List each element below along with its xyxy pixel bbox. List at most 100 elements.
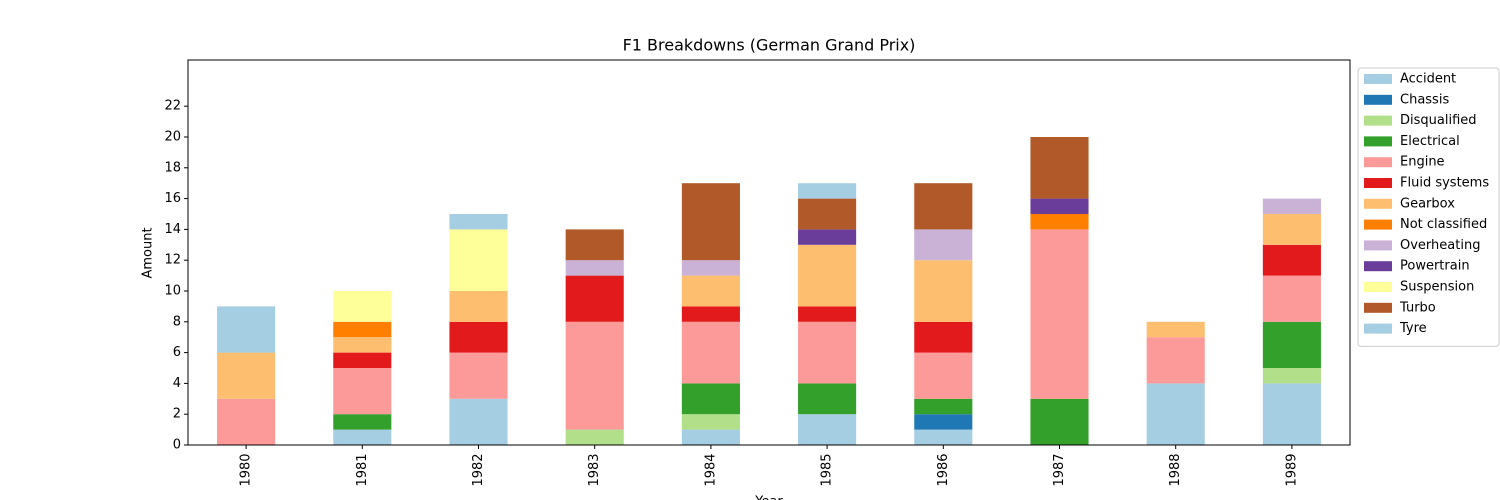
y-tick-label: 8	[173, 314, 181, 329]
bar-segment	[1030, 137, 1089, 199]
bar-segment	[1146, 321, 1205, 338]
legend-swatch	[1364, 94, 1392, 105]
bar-segment	[565, 321, 624, 430]
bar-segment	[681, 429, 740, 445]
bar-segment	[1030, 214, 1089, 230]
bar-segment	[798, 306, 857, 322]
bar-segment	[449, 352, 508, 399]
bar-segment	[1146, 337, 1205, 384]
bar-segment	[798, 198, 857, 230]
bar-segment	[798, 244, 857, 307]
legend-swatch	[1364, 115, 1392, 126]
x-tick-label: 1983	[587, 453, 602, 486]
legend-label: Electrical	[1400, 134, 1460, 149]
bar-segment	[449, 321, 508, 353]
legend-label: Disqualified	[1400, 113, 1477, 128]
bar-segment	[914, 429, 973, 445]
legend-swatch	[1364, 282, 1392, 292]
x-tick-label: 1982	[471, 453, 486, 486]
bar-segment	[449, 229, 508, 291]
bar-segment	[565, 229, 624, 261]
x-tick-label: 1980	[239, 453, 254, 486]
bar-segment	[217, 352, 276, 399]
y-tick-label: 12	[164, 253, 181, 268]
y-tick-label: 14	[164, 222, 181, 237]
bar-segment	[1030, 198, 1089, 214]
legend-label: Tyre	[1399, 321, 1427, 336]
bar-segment	[681, 414, 740, 430]
bar-segment	[333, 368, 392, 415]
x-tick-label: 1985	[820, 453, 835, 486]
y-tick-label: 0	[173, 438, 181, 453]
bar-segment	[798, 383, 857, 415]
bar-segment	[333, 321, 392, 338]
legend-label: Suspension	[1400, 280, 1474, 295]
bar-segment	[1030, 398, 1089, 445]
legend-swatch	[1364, 74, 1392, 84]
bar-segment	[565, 275, 624, 322]
bar-segment	[333, 337, 392, 353]
legend-box	[1357, 67, 1500, 347]
x-tick-label: 1986	[936, 453, 951, 486]
legend-swatch	[1364, 198, 1392, 209]
legend-label: Chassis	[1400, 92, 1449, 107]
legend-swatch	[1364, 261, 1392, 272]
bar-segment	[565, 260, 624, 276]
x-tick-label: 1981	[355, 453, 370, 486]
legend-label: Not classified	[1400, 217, 1487, 232]
bar-segment	[914, 414, 973, 430]
chart-title: F1 Breakdowns (German Grand Prix)	[623, 36, 916, 55]
legend-label: Overheating	[1400, 238, 1480, 253]
legend-swatch	[1364, 302, 1392, 313]
bar-segment	[914, 260, 973, 322]
y-tick-label: 2	[173, 407, 181, 422]
bar-segment	[914, 229, 973, 261]
bar-segment	[1262, 383, 1321, 445]
bar-segment	[681, 275, 740, 307]
legend-label: Turbo	[1399, 300, 1436, 315]
y-tick-label: 16	[164, 191, 181, 206]
legend-swatch	[1364, 323, 1392, 334]
bar-segment	[914, 398, 973, 415]
bar-segment	[798, 229, 857, 245]
legend-swatch	[1364, 157, 1392, 168]
bar-segment	[1262, 321, 1321, 368]
y-tick-label: 10	[164, 284, 181, 299]
y-tick-label: 18	[164, 160, 181, 175]
bar-segment	[798, 321, 857, 384]
bar-segment	[1262, 244, 1321, 276]
y-tick-label: 6	[173, 345, 181, 360]
bar-segment	[1030, 229, 1089, 399]
bar-segment	[681, 306, 740, 322]
x-tick-label: 1988	[1168, 453, 1183, 486]
y-axis-label: Amount	[141, 227, 156, 278]
bar-segment	[681, 183, 740, 261]
bar-segment	[914, 183, 973, 230]
bar-segment	[1262, 198, 1321, 214]
bar-segment	[565, 429, 624, 445]
bar-segment	[681, 383, 740, 415]
legend-swatch	[1364, 178, 1392, 188]
bar-segment	[798, 414, 857, 445]
bar-segment	[217, 306, 276, 353]
legend-swatch	[1364, 240, 1392, 251]
bar-segment	[333, 291, 392, 322]
legend-label: Powertrain	[1400, 259, 1470, 274]
bar-segment	[914, 321, 973, 353]
bar-segment	[449, 214, 508, 230]
bar-segment	[681, 260, 740, 276]
x-tick-label: 1987	[1052, 453, 1067, 486]
bar-segment	[798, 183, 857, 199]
bar-segment	[333, 352, 392, 368]
x-tick-label: 1989	[1284, 453, 1299, 486]
legend-swatch	[1364, 136, 1392, 147]
bar-segment	[333, 429, 392, 445]
y-tick-label: 22	[164, 99, 181, 114]
bar-segment	[1262, 214, 1321, 245]
bar-segment	[914, 352, 973, 399]
legend-label: Engine	[1400, 155, 1445, 170]
bar-segment	[1262, 368, 1321, 384]
x-axis-label: Year	[754, 495, 783, 500]
y-tick-label: 4	[173, 376, 181, 391]
plot-frame	[187, 59, 1351, 446]
